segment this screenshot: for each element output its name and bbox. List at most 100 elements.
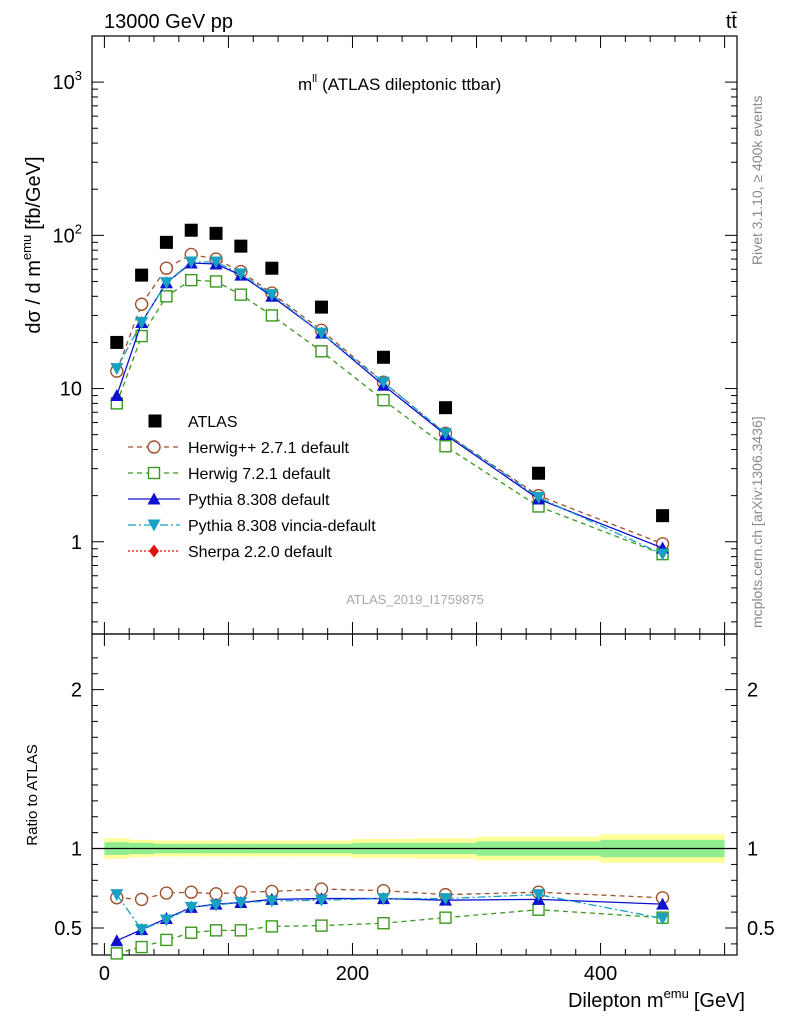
main-data-point (376, 376, 390, 389)
main-y-tick-label: 1 (71, 532, 82, 554)
main-series-line (116, 279, 663, 555)
x-axis-label: Dilepton memu [GeV] (568, 986, 745, 1012)
main-title-suffix: (ATLAS dileptonic ttbar) (322, 75, 501, 94)
main-data-point (377, 393, 390, 407)
ratio-data-point (234, 897, 248, 910)
legend-label: ATLAS (188, 414, 238, 431)
ratio-y-tick-label: 1 (71, 839, 82, 861)
main-series-layer (110, 223, 670, 561)
main-title-text: m (298, 75, 312, 94)
main-ylabel-text: dσ / d m (23, 260, 45, 333)
main-data-point (134, 297, 149, 311)
tick-exponent: 2 (75, 221, 82, 236)
legend-label: Pythia 8.308 default (188, 492, 330, 509)
main-ylabel-superscript: emu (19, 235, 34, 260)
main-data-point (160, 290, 173, 303)
main-title-superscript: ll (312, 73, 317, 85)
ratio-data-point (377, 917, 390, 930)
main-data-point (184, 256, 198, 269)
legend-marker (147, 492, 161, 505)
ratio-data-point (209, 899, 223, 912)
main-y-tick-label: 102 (53, 221, 82, 247)
main-data-point (439, 427, 453, 440)
mcplots-label: mcplots.cern.ch [arXiv:1306.3436] (749, 416, 765, 628)
main-y-axis-label: dσ / d memu [fb/GeV] (19, 156, 45, 333)
legend-marker (147, 466, 161, 480)
rivet-version-label: Rivet 3.1.10, ≥ 400k events (749, 95, 765, 265)
ratio-data-point (234, 924, 248, 937)
main-data-point (656, 509, 670, 523)
main-data-point (234, 268, 248, 281)
main-data-point (110, 363, 124, 376)
ratio-data-point (159, 914, 173, 927)
ratio-data-point (532, 889, 546, 902)
xlabel-text: Dilepton m (568, 990, 664, 1012)
main-data-point (314, 327, 328, 340)
ratio-data-point (160, 933, 173, 947)
ratio-axis-ticks: 0.5 0.5 1 1 2 2 0 200 400 (54, 634, 775, 985)
main-plot-title: mll (ATLAS dileptonic ttbar) (298, 73, 501, 94)
ratio-data-point (134, 892, 149, 907)
main-data-point (265, 309, 279, 322)
ratio-plot-frame (91, 633, 738, 956)
main-data-point (265, 289, 279, 302)
main-data-point (532, 466, 546, 480)
main-data-point (314, 300, 328, 314)
legend-label: Herwig 7.2.1 default (188, 466, 331, 483)
header-energy-label: 13000 GeV pp (104, 11, 233, 33)
main-data-point (185, 273, 198, 287)
main-data-point (439, 440, 452, 453)
ratio-y-axis-label: Ratio to ATLAS (24, 744, 41, 845)
main-data-point (135, 329, 148, 343)
main-data-point (159, 261, 174, 275)
tick-base: 10 (53, 225, 75, 247)
main-data-point (209, 256, 223, 269)
tick-exponent: 3 (75, 68, 82, 83)
main-data-point (110, 335, 124, 349)
main-data-point (265, 261, 279, 275)
main-data-point (439, 401, 453, 415)
ratio-y-tick-label-right: 0.5 (747, 918, 775, 940)
ratio-data-point (110, 947, 124, 960)
ratio-y-tick-label: 2 (71, 680, 82, 702)
main-data-point (209, 226, 223, 240)
main-y-tick-label: 103 (53, 68, 82, 94)
ratio-data-point (265, 895, 279, 908)
main-data-point (110, 389, 124, 402)
legend-marker (147, 519, 161, 532)
legend: ATLAS Herwig++ 2.7.1 default Herwig 7.2.1 … (128, 414, 376, 561)
tick-base: 10 (53, 72, 75, 94)
main-data-point (209, 275, 223, 288)
ratio-series-layer (110, 882, 670, 960)
main-data-point (234, 239, 248, 253)
ratio-series-line (116, 893, 663, 931)
ratio-y-tick-label: 0.5 (54, 918, 82, 940)
ratio-data-point (314, 894, 328, 907)
main-data-point (315, 345, 328, 358)
ratio-data-point (315, 919, 328, 932)
main-data-point (159, 277, 173, 290)
analysis-id-label: ATLAS_2019_I1759875 (346, 592, 484, 607)
ratio-data-point (110, 934, 124, 947)
ratio-data-point (209, 924, 223, 937)
xlabel-suffix: [GeV] (694, 990, 745, 1012)
ratio-series-line (116, 909, 663, 955)
ratio-data-point (184, 885, 198, 899)
ratio-data-point (656, 912, 670, 925)
ratio-uncertainty-band (92, 834, 737, 863)
ratio-data-point (265, 920, 279, 933)
x-tick-label: 0 (99, 963, 110, 985)
header-process-label: tt̄ (726, 11, 738, 33)
ratio-y-tick-label-right: 1 (747, 839, 758, 861)
main-data-point (135, 268, 149, 282)
main-data-point (184, 223, 198, 237)
main-data-point (135, 316, 149, 329)
main-data-point (234, 288, 248, 301)
main-data-point (376, 350, 390, 364)
ratio-y-tick-label-right: 2 (747, 680, 758, 702)
main-data-point (159, 235, 173, 249)
main-series-line (116, 261, 663, 555)
ratio-series-line (116, 897, 663, 942)
ratio-data-point (185, 926, 198, 939)
